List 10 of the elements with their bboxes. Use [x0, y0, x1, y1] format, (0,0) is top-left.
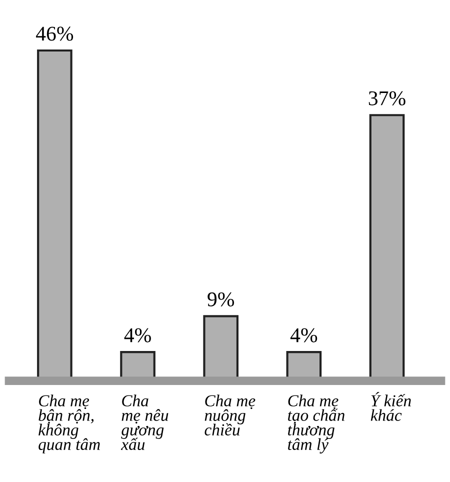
data-label: 4% [290, 328, 318, 342]
x-tick-label: Cha mẹ bận rộn, không quan tâm [38, 394, 100, 454]
x-tick-label: Cha mẹ tạo chấn thương tâm lý [288, 394, 344, 454]
data-label: 37% [368, 91, 406, 106]
x-tick-label: Ý kiến khác [370, 392, 411, 421]
x-tick-label: Cha mẹ nuông chiều [204, 394, 256, 436]
data-label: 46% [36, 26, 74, 41]
data-label: 4% [124, 328, 151, 342]
x-tick-label: Cha mẹ nêu gương xấu [120, 394, 168, 450]
data-label: 9% [208, 292, 234, 306]
